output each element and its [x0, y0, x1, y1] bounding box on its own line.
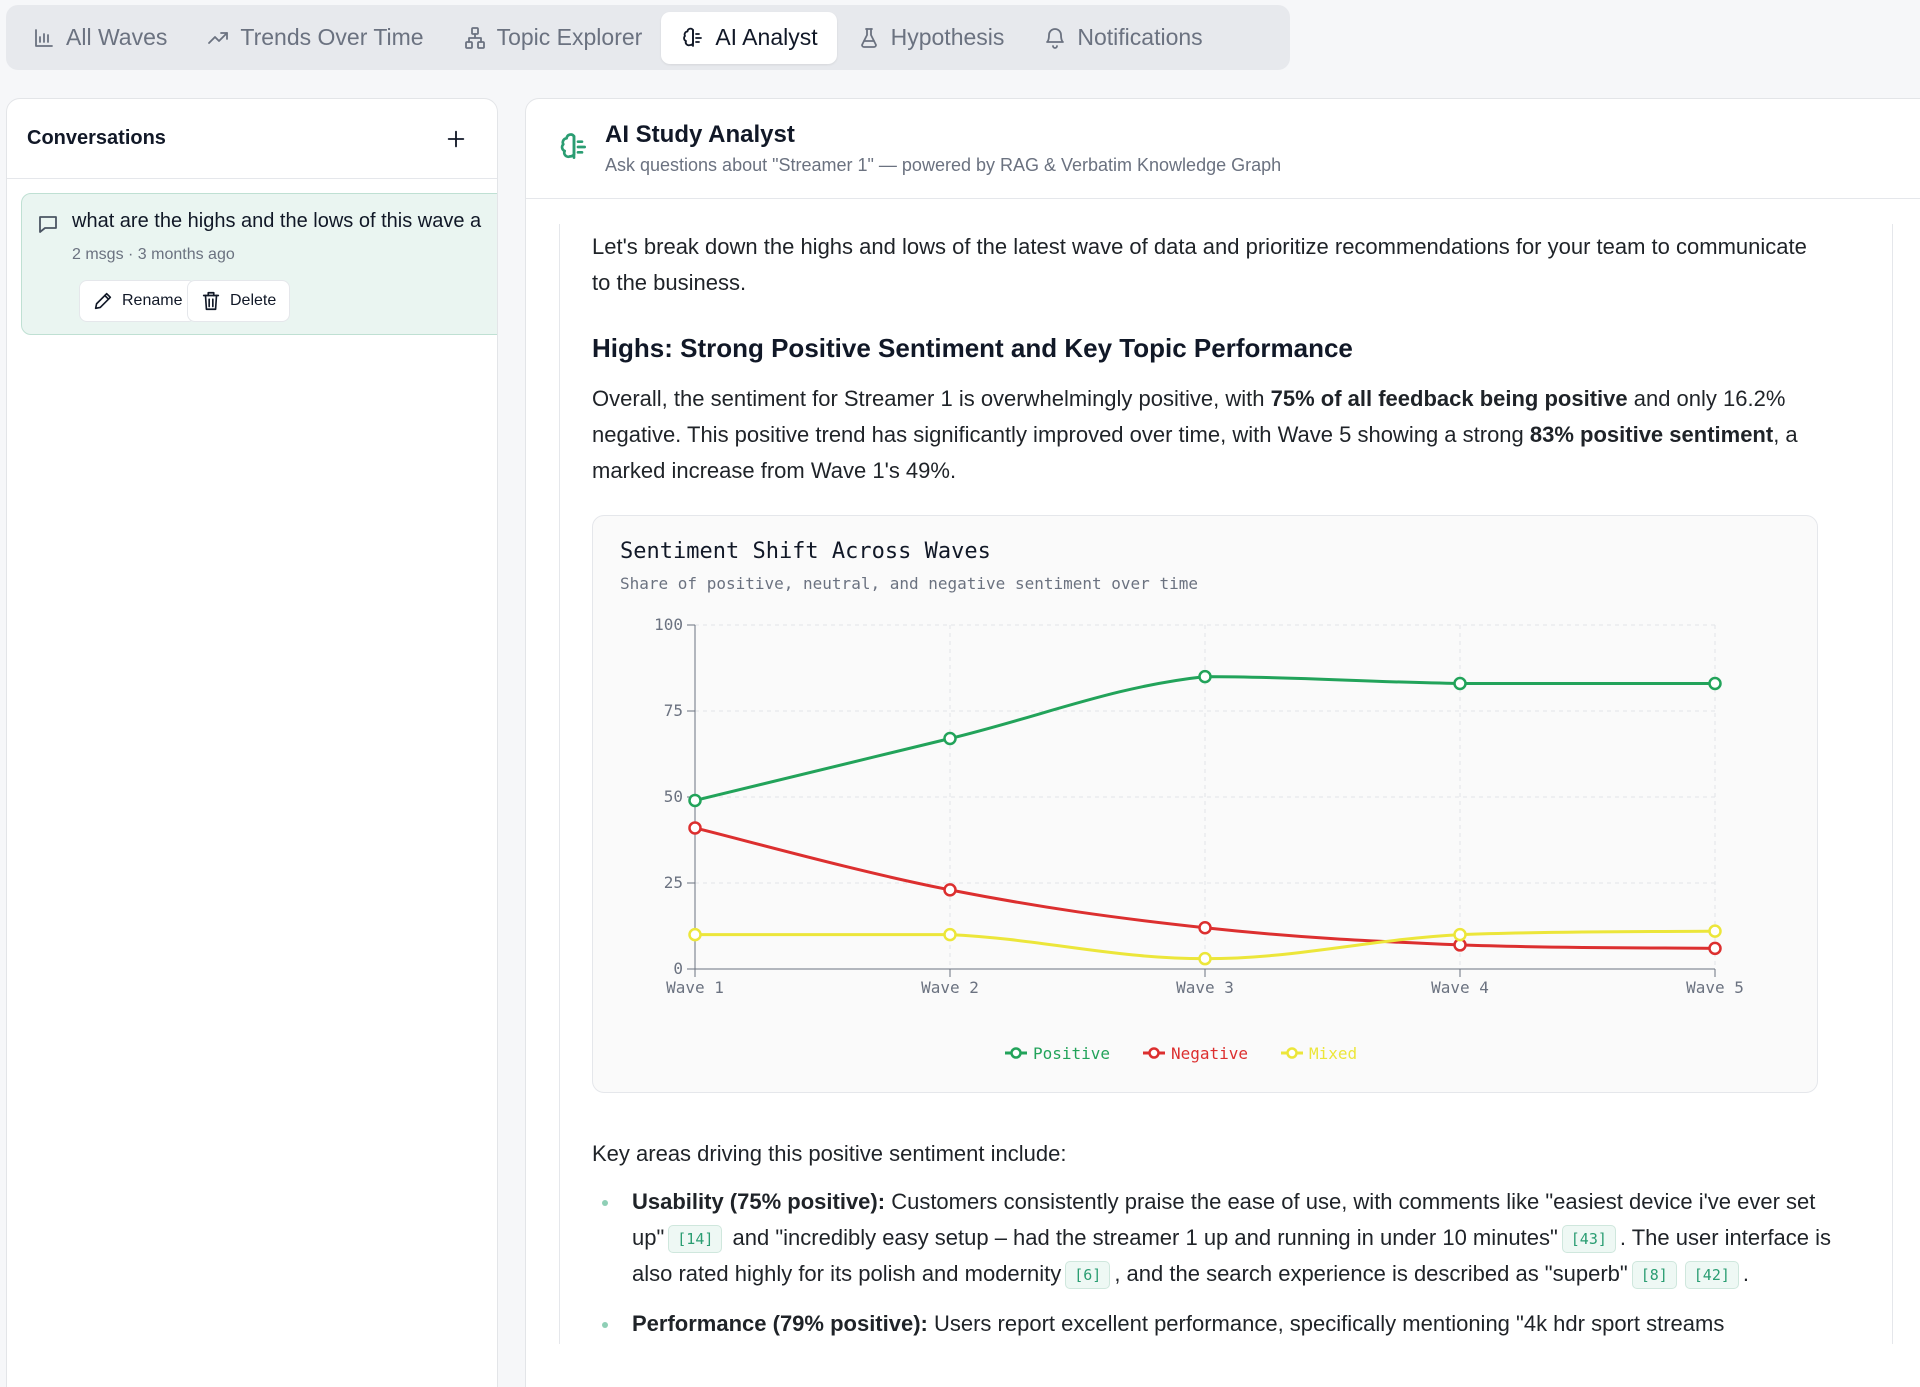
text-span: .	[1742, 1261, 1750, 1286]
brain-icon	[683, 27, 703, 47]
tab-label: Hypothesis	[890, 24, 1005, 50]
tab-hypothesis[interactable]: Hypothesis	[837, 12, 1024, 64]
flask-icon	[860, 27, 877, 48]
data-point-negative	[688, 821, 702, 835]
tab-label: Notifications	[1077, 24, 1203, 50]
delete-button[interactable]: Delete	[187, 280, 291, 322]
data-point-positive	[943, 731, 957, 746]
message-intro: Let's break down the highs and lows of t…	[592, 234, 1807, 295]
y-tick-label: 0	[673, 959, 683, 978]
data-point-mixed	[1708, 924, 1722, 938]
bar-chart-icon	[35, 28, 53, 47]
data-point-mixed	[943, 927, 957, 942]
tab-ai-analyst[interactable]: AI Analyst	[661, 11, 837, 64]
key-areas-list: Usability (75% positive): Customers cons…	[592, 1184, 1832, 1344]
text-span: and only 16.2% negative. This positive t…	[592, 386, 1786, 447]
rename-label: Rename	[122, 292, 183, 309]
legend-marker-positive	[1010, 1047, 1022, 1059]
tab-label: All Waves	[66, 24, 168, 50]
x-tick-label: Wave 2	[921, 978, 979, 997]
data-point-negative	[1198, 920, 1212, 935]
bullet-label: Usability (75% positive):	[632, 1189, 886, 1214]
trending-up-icon	[208, 31, 229, 44]
brain-icon	[558, 131, 590, 163]
bullet-label: Performance (79% positive):	[632, 1311, 928, 1336]
analyst-subtitle: Ask questions about "Streamer 1" — power…	[605, 155, 1282, 175]
conversation-item[interactable]: what are the highs and the lows of this …	[21, 193, 497, 335]
citation-link[interactable]: [42]	[1684, 1261, 1739, 1289]
y-tick-label: 25	[664, 873, 683, 892]
list-item: Performance (79% positive): Users report…	[592, 1306, 1832, 1342]
text-span: . The user interface is also rated highl…	[632, 1225, 1832, 1286]
sentiment-chart-card: Sentiment Shift Across Waves Share of po…	[592, 515, 1818, 1093]
legend-label-negative: Negative	[1171, 1044, 1248, 1063]
sentiment-line-chart: 0 25 50 75 100 Wave 1 Wave 2 Wave 3 Wave 4 Wave 5…	[654, 615, 1744, 1063]
legend-label-mixed: Mixed	[1309, 1044, 1357, 1063]
text-span: Customers consistently praise the ease o…	[632, 1189, 1816, 1250]
citation-link[interactable]: [8]	[1631, 1261, 1677, 1289]
conversations-panel: Conversations what are the highs and the…	[6, 98, 498, 1387]
trash-icon	[202, 291, 220, 311]
tab-notifications[interactable]: Notifications	[1023, 12, 1221, 64]
key-areas-text: Key areas driving this positive sentimen…	[592, 1141, 1067, 1166]
top-tab-bar: All Waves Trends Over Time Topic Explore…	[6, 5, 1290, 70]
legend-marker-mixed	[1286, 1047, 1298, 1059]
delete-label: Delete	[230, 292, 277, 309]
tab-trends-over-time[interactable]: Trends Over Time	[186, 12, 442, 64]
x-tick-label: Wave 1	[666, 978, 724, 997]
conversation-meta: 2 msgs · 3 months ago	[72, 246, 235, 263]
y-tick-label: 75	[664, 701, 683, 720]
message-heading: Highs: Strong Positive Sentiment and Key…	[592, 333, 1353, 363]
data-point-negative	[1708, 941, 1722, 956]
text-span: Overall, the sentiment for Streamer 1 is…	[592, 386, 1271, 411]
x-tick-label: Wave 4	[1431, 978, 1489, 997]
analyst-panel: AI Study Analyst Ask questions about "St…	[525, 98, 1920, 1387]
tab-all-waves[interactable]: All Waves	[12, 12, 186, 64]
data-point-mixed	[688, 927, 702, 942]
bold-span: 75% of all feedback being positive	[1270, 386, 1628, 411]
tab-label: Trends Over Time	[240, 24, 424, 50]
data-point-mixed	[1198, 951, 1212, 966]
conversations-title: Conversations	[27, 127, 166, 149]
conversations-header: Conversations	[7, 99, 497, 179]
citation-link[interactable]: [14]	[668, 1225, 723, 1253]
network-icon	[464, 26, 485, 49]
conversation-title: what are the highs and the lows of this …	[72, 210, 482, 232]
text-span: , and the search experience is described…	[1114, 1261, 1628, 1286]
bell-icon	[1046, 27, 1065, 49]
tab-label: Topic Explorer	[496, 24, 643, 50]
x-tick-label: Wave 5	[1686, 978, 1744, 997]
data-point-negative	[943, 883, 957, 897]
text-span: Users report excellent performance, spec…	[927, 1311, 1725, 1336]
tab-topic-explorer[interactable]: Topic Explorer	[443, 12, 662, 64]
data-point-positive	[688, 793, 702, 808]
bold-span: 83% positive sentiment	[1529, 422, 1774, 447]
analyst-header: AI Study Analyst Ask questions about "St…	[526, 99, 1920, 199]
message-paragraph: Overall, the sentiment for Streamer 1 is…	[592, 381, 1822, 489]
legend-marker-negative	[1148, 1047, 1160, 1059]
text-span: , a marked increase from Wave 1's 49%.	[592, 422, 1798, 483]
pencil-icon	[94, 292, 112, 310]
citation-link[interactable]: [6]	[1065, 1261, 1111, 1289]
chat-bubble-icon	[36, 212, 60, 236]
data-point-positive	[1453, 676, 1467, 691]
list-item: Usability (75% positive): Customers cons…	[592, 1184, 1832, 1292]
tab-label: AI Analyst	[715, 24, 818, 50]
rename-button[interactable]: Rename	[79, 280, 197, 322]
analyst-title: AI Study Analyst	[605, 121, 795, 148]
chart-subtitle: Share of positive, neutral, and negative…	[620, 574, 1198, 593]
data-point-positive	[1708, 676, 1722, 691]
x-tick-label: Wave 3	[1176, 978, 1234, 997]
y-tick-label: 100	[654, 615, 683, 634]
new-conversation-button[interactable]	[441, 124, 471, 154]
y-tick-label: 50	[664, 787, 683, 806]
message-scroll-area[interactable]: Let's break down the highs and lows of t…	[559, 224, 1893, 1344]
data-point-positive	[1198, 669, 1212, 684]
text-span: and "incredibly easy setup – had the str…	[726, 1225, 1558, 1250]
legend-label-positive: Positive	[1033, 1044, 1110, 1063]
chart-title: Sentiment Shift Across Waves	[620, 539, 991, 564]
citation-link[interactable]: [43]	[1561, 1225, 1616, 1253]
data-point-mixed	[1453, 927, 1467, 942]
plus-icon	[447, 130, 465, 147]
